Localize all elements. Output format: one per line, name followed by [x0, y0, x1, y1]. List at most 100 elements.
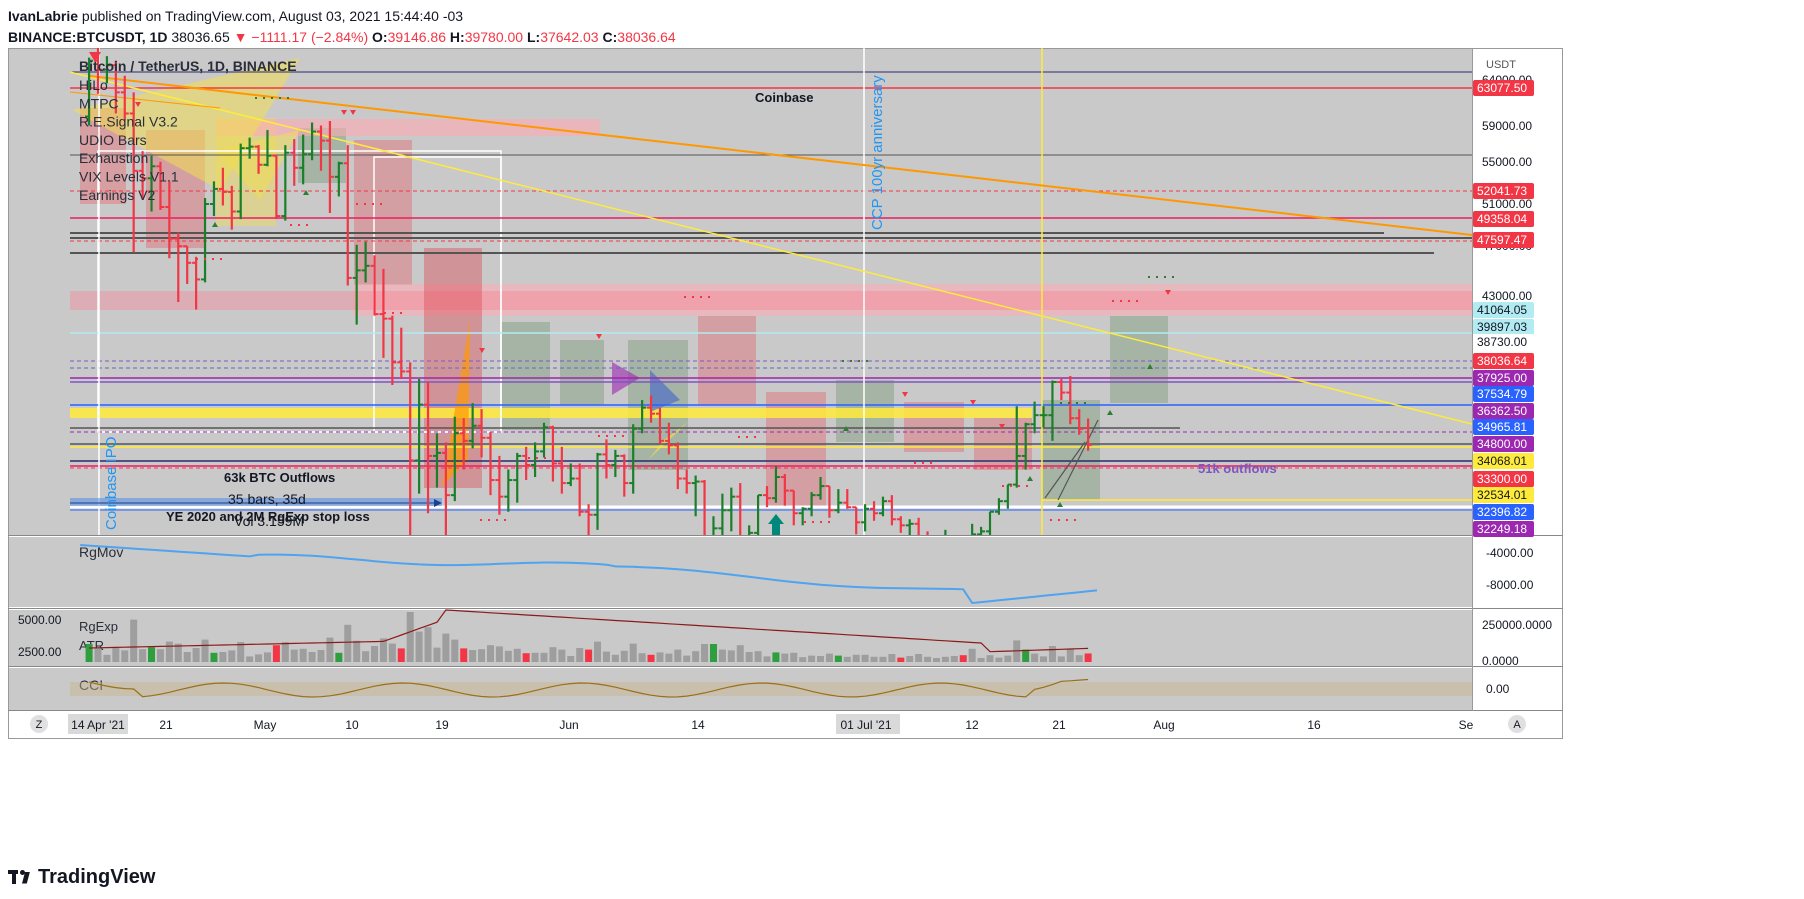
- price-label-tag[interactable]: [1473, 471, 1534, 487]
- zone-box[interactable]: [70, 408, 1032, 418]
- candle[interactable]: [691, 475, 700, 517]
- atr-line[interactable]: [89, 609, 1089, 653]
- candle[interactable]: [584, 504, 593, 551]
- candle[interactable]: [468, 403, 477, 449]
- price-label-tag[interactable]: [1473, 211, 1534, 227]
- candle[interactable]: [263, 130, 272, 167]
- date-range-measure[interactable]: [70, 498, 442, 506]
- candle[interactable]: [129, 92, 138, 253]
- price-label-tag[interactable]: [1473, 353, 1534, 369]
- price-label-tag[interactable]: [1473, 436, 1534, 452]
- zone-box[interactable]: [698, 316, 756, 405]
- candle[interactable]: [1084, 418, 1093, 451]
- orange-trend-line[interactable]: [69, 91, 221, 109]
- candle[interactable]: [1030, 401, 1039, 434]
- candle[interactable]: [495, 455, 504, 515]
- candle[interactable]: [406, 362, 415, 566]
- candle[interactable]: [1003, 483, 1012, 509]
- price-label-tag[interactable]: [1473, 80, 1534, 96]
- candle[interactable]: [727, 487, 736, 532]
- candle[interactable]: [1048, 380, 1057, 441]
- candle[interactable]: [905, 519, 914, 542]
- candle[interactable]: [254, 145, 263, 174]
- candle[interactable]: [424, 381, 433, 514]
- price-label-tag[interactable]: [1473, 334, 1534, 350]
- candle[interactable]: [334, 161, 343, 197]
- candle[interactable]: [914, 517, 923, 548]
- candle[interactable]: [201, 197, 210, 283]
- candle[interactable]: [736, 483, 744, 546]
- candle[interactable]: [887, 495, 896, 526]
- candle[interactable]: [548, 425, 557, 482]
- candle[interactable]: [1021, 422, 1030, 470]
- price-label-tag[interactable]: [1473, 521, 1534, 537]
- tradingview-logo[interactable]: TradingView: [8, 866, 155, 889]
- candle[interactable]: [450, 416, 459, 502]
- candle[interactable]: [861, 504, 870, 532]
- candle[interactable]: [370, 255, 379, 316]
- candle[interactable]: [700, 480, 709, 548]
- candle[interactable]: [432, 433, 441, 488]
- candle[interactable]: [593, 452, 602, 530]
- candle[interactable]: [165, 181, 174, 259]
- price-label-tag[interactable]: [1473, 419, 1534, 435]
- price-label-tag[interactable]: [1473, 504, 1534, 520]
- candle[interactable]: [174, 232, 183, 303]
- candle[interactable]: [183, 245, 192, 284]
- candle[interactable]: [798, 507, 807, 526]
- price-label-tag[interactable]: [1473, 370, 1534, 386]
- candle[interactable]: [941, 529, 949, 550]
- yellow-trend-line[interactable]: [69, 71, 1472, 425]
- candle[interactable]: [629, 424, 638, 494]
- candle[interactable]: [317, 125, 325, 171]
- candle[interactable]: [968, 523, 977, 574]
- price-label-tag[interactable]: [1473, 232, 1534, 248]
- candle[interactable]: [896, 516, 905, 533]
- candle[interactable]: [1057, 378, 1066, 401]
- candle[interactable]: [673, 442, 682, 490]
- candle[interactable]: [620, 454, 629, 497]
- symbol-name[interactable]: BINANCE:BTCUSDT, 1D: [8, 29, 168, 45]
- chart-canvas[interactable]: Coinbase CCP 100yr anniversary Coinbase IP…: [0, 0, 1804, 862]
- candle[interactable]: [575, 463, 584, 517]
- price-label-tag[interactable]: [1473, 302, 1534, 318]
- z-button[interactable]: Z: [30, 715, 48, 733]
- candle[interactable]: [655, 407, 664, 444]
- trend-line[interactable]: [1044, 441, 1086, 499]
- measure-arrow-head[interactable]: [434, 499, 442, 507]
- candle[interactable]: [343, 145, 352, 286]
- candle[interactable]: [789, 489, 798, 526]
- candle[interactable]: [763, 486, 771, 508]
- auto-scale-button[interactable]: A: [1508, 715, 1526, 733]
- candle[interactable]: [308, 122, 317, 161]
- candle[interactable]: [459, 418, 468, 470]
- candle[interactable]: [209, 181, 218, 217]
- candle[interactable]: [290, 139, 299, 186]
- candle[interactable]: [281, 145, 290, 221]
- orange-trend-line[interactable]: [89, 75, 1472, 236]
- candle[interactable]: [807, 492, 816, 517]
- candle[interactable]: [682, 469, 691, 494]
- candle[interactable]: [156, 161, 165, 211]
- candle[interactable]: [102, 56, 111, 84]
- candle[interactable]: [924, 531, 932, 551]
- candle[interactable]: [870, 501, 879, 521]
- candle[interactable]: [611, 449, 620, 478]
- candle[interactable]: [977, 526, 986, 541]
- candle[interactable]: [852, 506, 861, 535]
- candle[interactable]: [352, 244, 361, 325]
- candle[interactable]: [602, 439, 611, 479]
- sell-arrow-icon[interactable]: [89, 52, 101, 62]
- candle[interactable]: [780, 474, 789, 506]
- candle[interactable]: [1066, 375, 1075, 425]
- trend-line[interactable]: [1057, 419, 1099, 501]
- candle[interactable]: [513, 452, 522, 503]
- candle[interactable]: [771, 466, 780, 503]
- candle[interactable]: [192, 256, 201, 310]
- candle[interactable]: [825, 485, 834, 518]
- candle[interactable]: [1012, 406, 1021, 488]
- zone-box[interactable]: [70, 291, 1472, 310]
- candle[interactable]: [878, 496, 887, 517]
- blue-triangle[interactable]: [650, 370, 680, 412]
- candle[interactable]: [486, 431, 495, 496]
